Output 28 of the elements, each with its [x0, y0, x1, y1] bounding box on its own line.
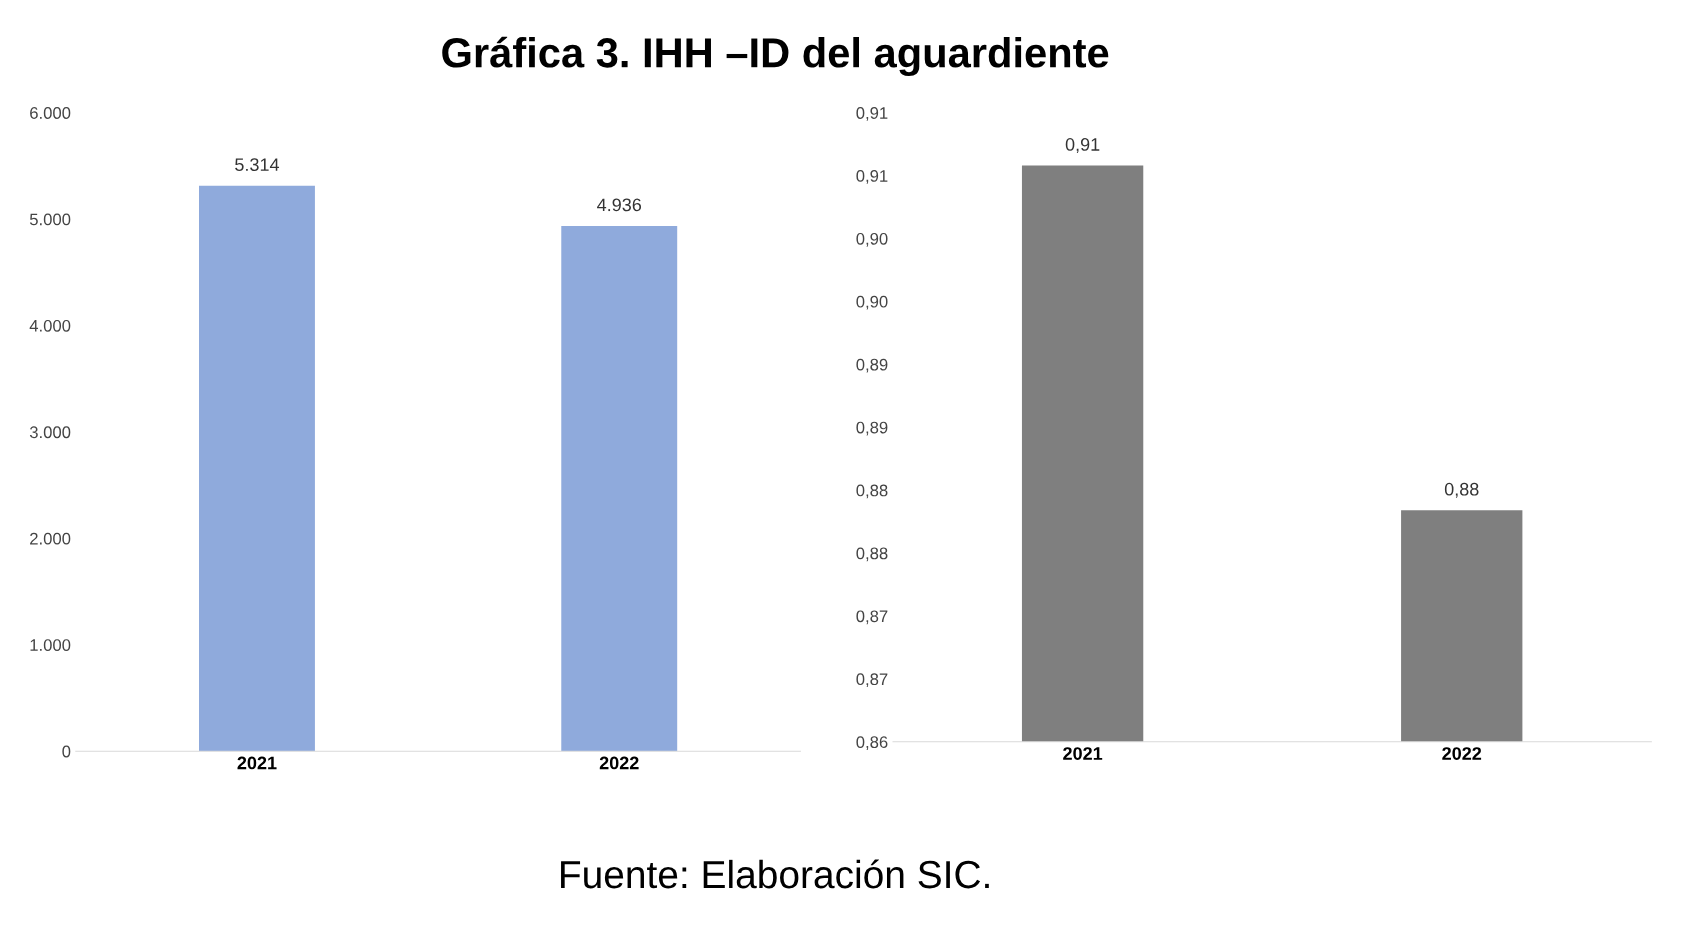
data-label: 0,88 — [1444, 482, 1479, 498]
source-note: Fuente: Elaboración SIC. — [561, 859, 989, 889]
y-tick-label: 0,91 — [856, 169, 888, 184]
y-tick-label: 5.000 — [29, 213, 71, 226]
y-tick-label: 0 — [62, 745, 71, 758]
y-tick-label: 0,87 — [856, 673, 888, 688]
data-label: 0,91 — [1065, 138, 1100, 153]
data-label: 5.314 — [235, 158, 280, 171]
y-tick-label: 0,90 — [856, 295, 888, 310]
data-label: 4.936 — [597, 198, 642, 212]
y-tick-label: 4.000 — [29, 319, 71, 332]
y-tick-label: 0,87 — [856, 610, 888, 625]
y-tick-label: 0,88 — [856, 484, 888, 499]
y-tick-label: 0,89 — [856, 421, 888, 436]
y-tick-label: 6.000 — [30, 107, 71, 119]
y-tick-label: 0,88 — [856, 547, 888, 562]
y-tick-label: 2.000 — [30, 532, 71, 545]
x-tick-label: 2022 — [1442, 747, 1482, 760]
y-tick-label: 0,86 — [856, 736, 888, 750]
x-tick-label: 2022 — [599, 756, 639, 770]
x-tick-label: 2021 — [237, 756, 277, 770]
chart-title: Gráfica 3. IHH –ID del aguardiente — [442, 36, 1109, 77]
y-tick-label: 3.000 — [29, 426, 71, 439]
y-tick-label: 0,90 — [856, 232, 888, 247]
y-tick-label: 0,89 — [856, 358, 888, 373]
y-tick-label: 0,91 — [856, 107, 888, 121]
y-tick-label: 1.000 — [30, 639, 71, 651]
x-tick-label: 2021 — [1063, 747, 1103, 760]
